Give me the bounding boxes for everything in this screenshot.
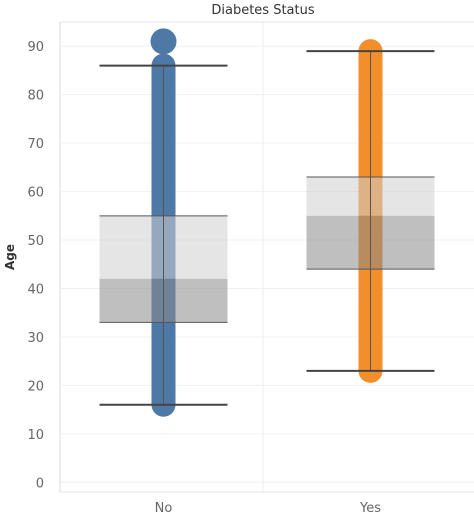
y-tick-label: 90	[27, 40, 44, 55]
y-axis-title: Age	[3, 244, 17, 270]
y-tick-label: 30	[27, 331, 44, 346]
x-tick-label: No	[155, 501, 173, 516]
box-yes	[306, 39, 435, 383]
y-tick-label: 50	[27, 234, 44, 249]
grid-lines	[60, 45, 474, 483]
y-tick-label: 40	[27, 282, 44, 297]
box-no	[99, 28, 228, 417]
column-header-title: Diabetes Status	[211, 3, 314, 18]
y-tick-label: 60	[27, 186, 44, 201]
y-tick-labels: 0 10 20 30 40 50 60 70 80 90	[27, 40, 44, 491]
x-tick-labels: No Yes	[155, 501, 382, 516]
box-plots	[99, 28, 435, 417]
y-tick-label: 0	[36, 476, 44, 491]
y-tick-label: 70	[27, 137, 44, 152]
outlier-point	[150, 28, 177, 55]
y-tick-label: 10	[27, 428, 44, 443]
y-tick-label: 20	[27, 379, 44, 394]
x-tick-label: Yes	[359, 501, 381, 516]
y-tick-label: 80	[27, 89, 44, 104]
